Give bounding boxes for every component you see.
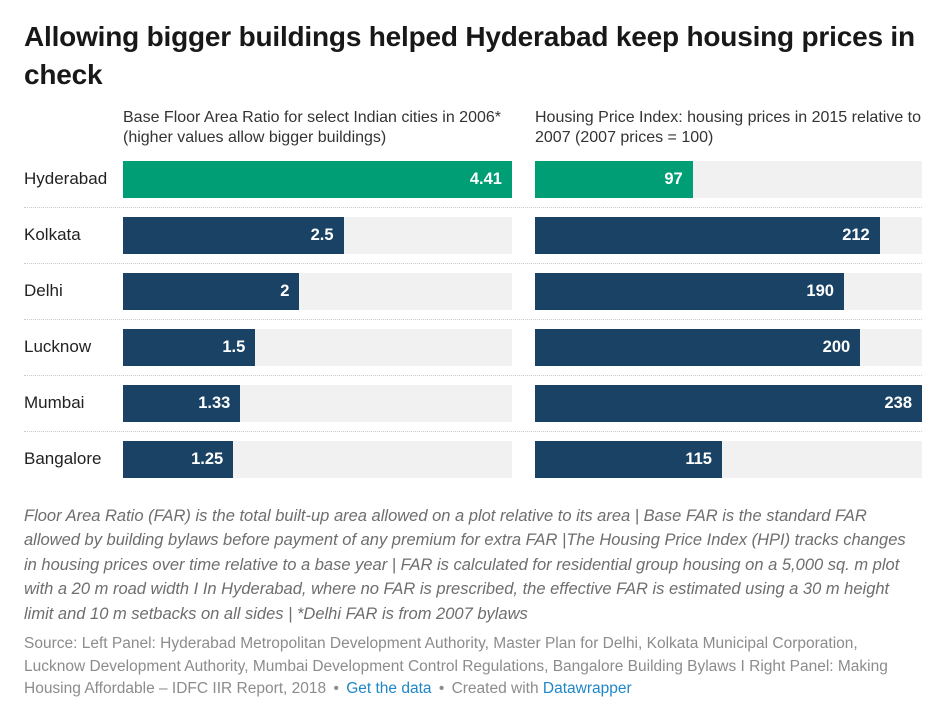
row-separator: [24, 430, 922, 432]
row-separator: [24, 318, 922, 320]
table-row: Bangalore 1.25 115: [24, 440, 922, 478]
row-label: Delhi: [24, 281, 63, 301]
bar-value-far: 2: [280, 281, 290, 300]
bar-fill-hpi: 212: [535, 216, 880, 254]
row-label: Bangalore: [24, 449, 102, 469]
bullet-separator: •: [333, 680, 339, 698]
row-label: Lucknow: [24, 337, 92, 357]
bar-value-hpi: 190: [806, 281, 834, 300]
bar-track-hpi: 200: [535, 328, 922, 366]
bar-track-far: 2: [123, 272, 512, 310]
bar-value-hpi: 238: [884, 393, 912, 412]
bar-track-far: 1.25: [123, 440, 512, 478]
panel-gap: [512, 108, 535, 148]
bar-track-hpi: 115: [535, 440, 922, 478]
table-row: Lucknow 1.5 200: [24, 328, 922, 366]
get-data-link[interactable]: Get the data: [346, 680, 432, 698]
row-separator: [24, 206, 922, 208]
bar-fill-far: 4.41: [123, 160, 512, 198]
panel-header-far: Base Floor Area Ratio for select Indian …: [123, 108, 501, 146]
row-separator: [24, 262, 922, 264]
panel-headers: Base Floor Area Ratio for select Indian …: [24, 108, 922, 148]
bar-fill-far: 2.5: [123, 216, 344, 254]
bar-track-hpi: 212: [535, 216, 922, 254]
bar-fill-hpi: 200: [535, 328, 861, 366]
bar-value-hpi: 212: [842, 225, 870, 244]
bar-value-hpi: 200: [822, 337, 851, 356]
table-row: Mumbai 1.33 238: [24, 384, 922, 422]
row-label: Kolkata: [24, 225, 81, 245]
row-label: Hyderabad: [24, 169, 108, 189]
bar-value-far: 2.5: [310, 225, 334, 244]
panel-header-hpi: Housing Price Index: housing prices in 2…: [535, 108, 921, 146]
bar-fill-far: 2: [123, 272, 300, 310]
bar-value-far: 1.33: [198, 393, 231, 412]
bar-fill-hpi: 115: [535, 440, 722, 478]
bar-value-far: 1.5: [222, 337, 246, 356]
row-separator: [24, 374, 922, 376]
table-row: Kolkata 2.5 212: [24, 216, 922, 254]
bar-value-hpi: 97: [664, 169, 683, 188]
table-row: Hyderabad 4.41 97: [24, 160, 922, 198]
bar-value-far: 4.41: [469, 169, 502, 188]
bar-fill-hpi: 238: [535, 384, 922, 422]
page-title: Allowing bigger buildings helped Hyderab…: [24, 21, 915, 90]
label-column-spacer: [24, 108, 123, 148]
chart-rows: Hyderabad 4.41 97 Kolkata 2.5: [24, 160, 922, 478]
bar-fill-hpi: 97: [535, 160, 693, 198]
bar-track-far: 4.41: [123, 160, 512, 198]
source-line: Source: Left Panel: Hyderabad Metropolit…: [24, 633, 922, 700]
bar-value-hpi: 115: [685, 449, 712, 468]
bar-track-far: 1.5: [123, 328, 512, 366]
bullet-separator: •: [438, 680, 445, 698]
source-text: Source: Left Panel: Hyderabad Metropolit…: [24, 635, 888, 698]
bar-track-far: 2.5: [123, 216, 512, 254]
datawrapper-link[interactable]: Datawrapper: [542, 680, 632, 698]
bar-track-hpi: 97: [535, 160, 922, 198]
bar-track-far: 1.33: [123, 384, 512, 422]
bar-track-hpi: 190: [535, 272, 922, 310]
bar-fill-far: 1.33: [123, 384, 241, 422]
table-row: Delhi 2 190: [24, 272, 922, 310]
bar-value-far: 1.25: [191, 449, 224, 468]
row-label: Mumbai: [24, 393, 85, 413]
created-with-text: Created with: [451, 680, 539, 698]
bar-fill-hpi: 190: [535, 272, 844, 310]
bar-fill-far: 1.25: [123, 440, 234, 478]
bar-track-hpi: 238: [535, 384, 922, 422]
bar-fill-far: 1.5: [123, 328, 256, 366]
footnotes: Floor Area Ratio (FAR) is the total buil…: [24, 506, 906, 623]
